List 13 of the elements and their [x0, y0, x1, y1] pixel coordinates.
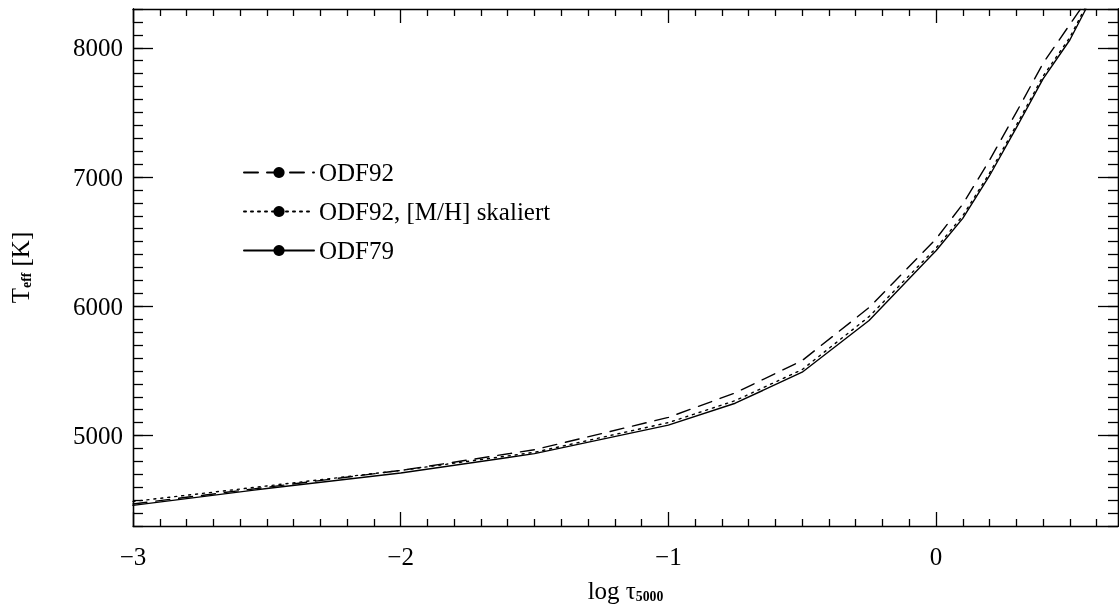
x-axis-title: log τ5000 — [587, 577, 664, 604]
legend-label: ODF92 — [319, 159, 395, 186]
legend-label: ODF79 — [319, 237, 395, 264]
y-tick-label: 6000 — [73, 292, 123, 320]
y-tick-label: 7000 — [73, 163, 123, 191]
y-tick-label: 8000 — [73, 34, 123, 62]
legend-label: ODF92, [M/H] skaliert — [319, 198, 551, 225]
x-tick-label: −3 — [119, 543, 147, 570]
y-tick-label: 5000 — [73, 422, 123, 450]
x-tick-label: −2 — [387, 543, 414, 570]
y-axis-title: Teff [K] — [7, 231, 34, 304]
x-tick-label: −1 — [655, 543, 682, 570]
x-tick-label: 0 — [929, 543, 943, 570]
